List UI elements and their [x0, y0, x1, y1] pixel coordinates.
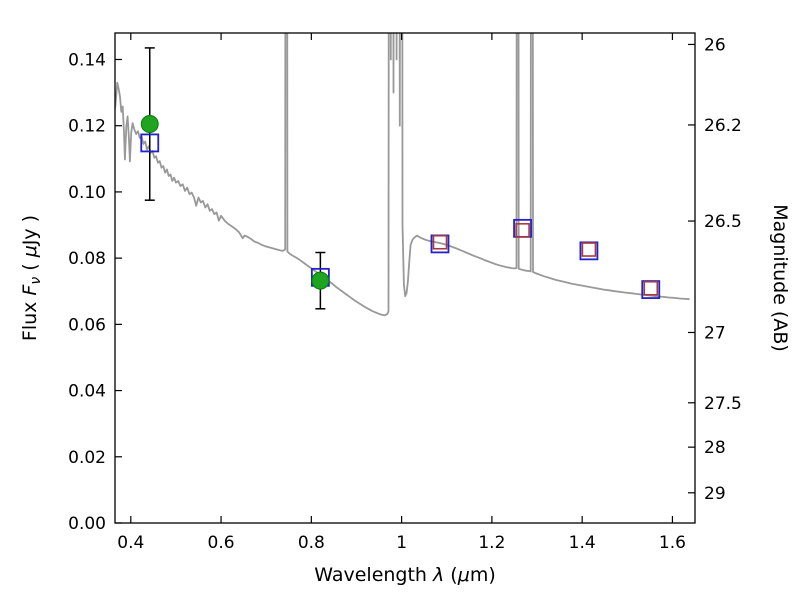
flux-word: Flux — [19, 296, 41, 342]
flux-unit-open: ( — [19, 257, 41, 277]
y-axis-title-magnitude: Magnitude (AB) — [769, 204, 791, 352]
y-tick-label-flux: 0.08 — [68, 249, 106, 269]
model-flux-square-red — [643, 280, 659, 296]
plot-data-layer — [115, 33, 690, 317]
y-tick-label-magnitude: 26.5 — [704, 212, 742, 232]
observed-flux-point — [140, 115, 159, 134]
model-flux-square-blue — [140, 133, 160, 153]
y-tick-label-magnitude: 29 — [704, 484, 726, 504]
x-tick-label: 1.6 — [659, 533, 686, 553]
observed-flux-point — [311, 271, 330, 290]
x-tick-label: 0.4 — [117, 533, 144, 553]
y-tick-label-magnitude: 26 — [704, 35, 726, 55]
y-tick-label-magnitude: 27.5 — [704, 394, 742, 414]
flux-subscript-nu: ν — [28, 277, 44, 285]
axes-frame — [114, 32, 696, 524]
flux-unit-close: Jy ) — [19, 215, 41, 246]
y-tick-label-flux: 0.10 — [68, 183, 106, 203]
axes-layer: 0.4 0.6 0.8 1 1.2 1.4 1.6 0.00 0.02 0.04 0.06 0.08 0… — [68, 32, 742, 553]
y-tick-label-flux: 0.00 — [68, 514, 106, 534]
x-axis-title: Wavelength λ (μm) — [314, 564, 495, 586]
y-tick-label-flux: 0.04 — [68, 382, 106, 402]
x-tick-label: 0.6 — [208, 533, 235, 553]
x-tick-label: 1.4 — [569, 533, 596, 553]
x-tick-label: 1.2 — [478, 533, 505, 553]
x-tick-label: 0.8 — [298, 533, 325, 553]
y-tick-label-flux: 0.12 — [68, 117, 106, 137]
x-axis-unit-open: ( — [444, 564, 457, 586]
flux-symbol: F — [19, 284, 41, 296]
x-axis-title-word: Wavelength — [314, 564, 433, 586]
model-flux-square-red — [432, 234, 448, 250]
spectrum-line — [115, 33, 690, 317]
mu-symbol-flux: μ — [19, 245, 41, 258]
model-flux-square-red — [515, 223, 530, 238]
y-axis-title-flux: Flux Fν ( μJy ) — [19, 215, 44, 341]
x-axis-unit-close: m) — [470, 564, 496, 586]
y-tick-label-flux: 0.14 — [68, 50, 106, 70]
mu-symbol-x: μ — [457, 564, 470, 586]
x-tick-label: 1 — [396, 533, 407, 553]
y-tick-label-flux: 0.02 — [68, 448, 106, 468]
y-tick-label-flux: 0.06 — [68, 315, 106, 335]
y-tick-label-magnitude: 26.2 — [704, 116, 742, 136]
model-flux-square-red — [581, 242, 597, 257]
lambda-symbol: λ — [432, 564, 444, 586]
y-tick-label-magnitude: 28 — [704, 438, 726, 458]
y-tick-label-magnitude: 27 — [704, 323, 726, 343]
